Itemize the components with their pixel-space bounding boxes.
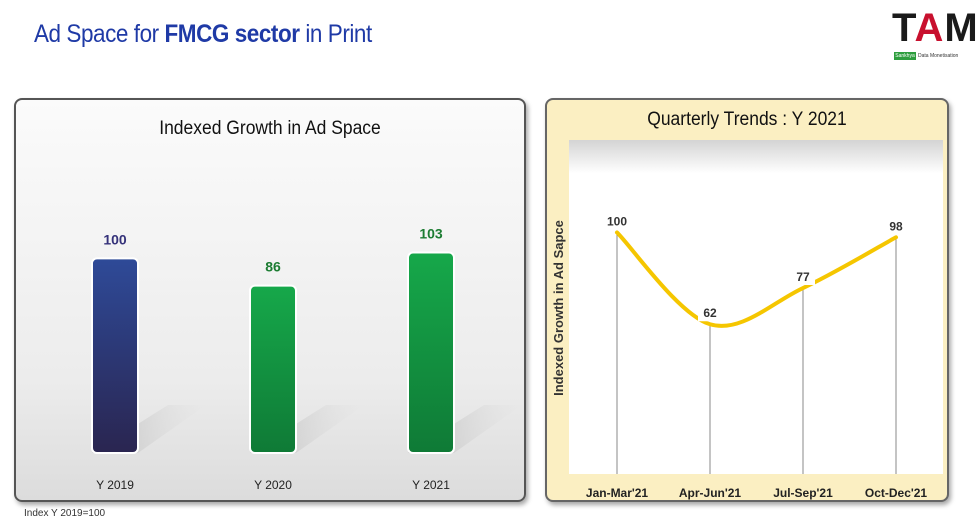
line-chart-ylabel: Indexed Growth in Ad Sapce [551, 220, 566, 396]
slide-title-bold: FMCG sector [164, 20, 300, 48]
logo-letter-m: M [944, 6, 976, 50]
logo-letter-t: T [892, 6, 915, 50]
line-value-label: 77 [796, 270, 810, 284]
slide-title-part1: Ad Space for [34, 20, 165, 48]
tam-logo: TAM Sankhya Data Monetisation [886, 6, 976, 62]
bar-value-label: 86 [265, 259, 281, 275]
slide-title: Ad Space for FMCG sector in Print [34, 20, 372, 49]
line-chart: Indexed Growth in Ad Sapce 100 Jan-Mar'21… [551, 212, 928, 500]
bar-chart-title: Indexed Growth in Ad Space [159, 118, 381, 139]
line-value-label: 98 [889, 219, 903, 233]
bar-value-label: 100 [103, 231, 127, 247]
line-category-label: Apr-Jun'21 [679, 486, 742, 500]
data-label-bg [884, 217, 908, 235]
footnote: Index Y 2019=100 [24, 508, 106, 518]
bar-category-label: Y 2021 [412, 478, 450, 492]
bar-category-label: Y 2019 [96, 478, 134, 492]
bar [91, 257, 139, 454]
bar-chart-panel: Indexed Growth in Ad Space 100 Y 2019 86 Y … [14, 98, 526, 502]
bar [407, 251, 455, 454]
series-line [615, 230, 898, 328]
bar-category-label: Y 2020 [254, 478, 292, 492]
data-label-bg [791, 268, 815, 286]
line-chart-panel: Quarterly Trends : Y 2021 Indexed Growth… [545, 98, 949, 502]
line-chart-title: Quarterly Trends : Y 2021 [647, 109, 847, 130]
logo-tag-box: Sankhya [894, 52, 916, 60]
bar-chart: 100 Y 2019 86 Y 2020 103 Y 2021 [91, 226, 522, 492]
line-category-label: Oct-Dec'21 [865, 486, 928, 500]
data-label-bg [698, 304, 722, 322]
logo-tagline: Sankhya Data Monetisation [894, 52, 968, 61]
line-plot-area [569, 140, 943, 474]
bar [249, 284, 297, 454]
slide-title-part2: in Print [299, 20, 372, 48]
logo-letter-a: A [914, 6, 945, 50]
logo-tag-text: Data Monetisation [918, 53, 959, 59]
line-value-label: 62 [703, 306, 717, 320]
data-label-bg [605, 212, 629, 230]
logo-wordmark: TAM [892, 6, 976, 51]
line-category-label: Jan-Mar'21 [586, 486, 649, 500]
line-category-label: Jul-Sep'21 [773, 486, 833, 500]
bar-value-label: 103 [419, 226, 443, 242]
line-value-label: 100 [607, 214, 627, 228]
